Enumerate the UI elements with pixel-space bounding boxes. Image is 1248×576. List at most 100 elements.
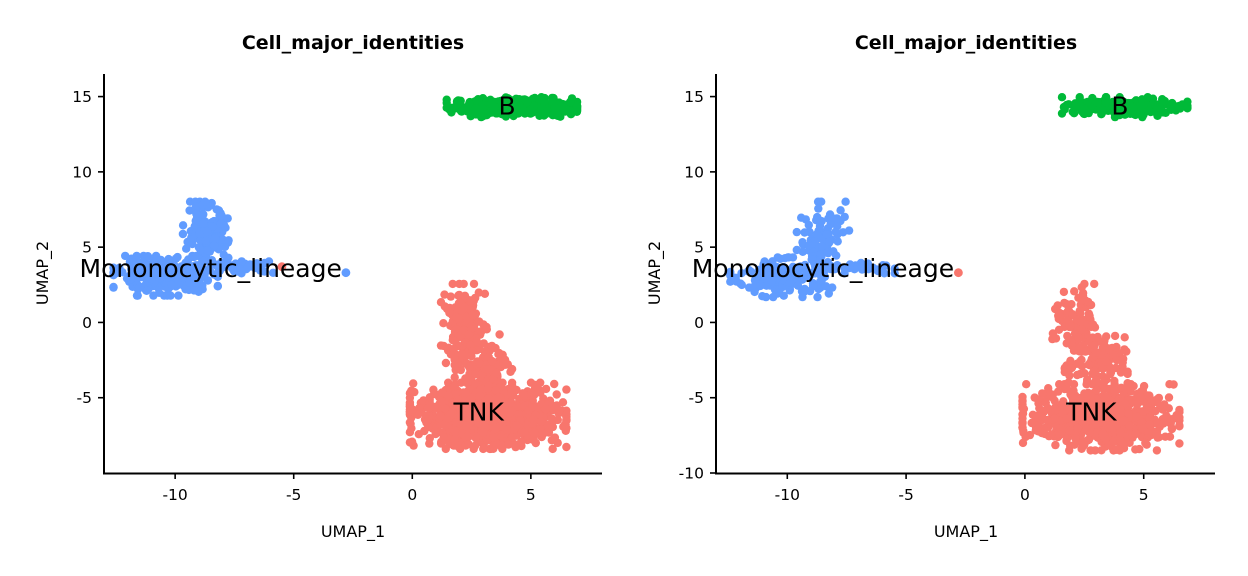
data-point <box>508 433 517 442</box>
data-point <box>1064 378 1073 387</box>
data-point <box>548 111 557 120</box>
data-point <box>1175 422 1184 431</box>
data-point <box>147 274 156 284</box>
data-point <box>566 97 575 107</box>
data-point <box>1098 106 1107 115</box>
data-point <box>1059 102 1069 112</box>
data-point <box>182 244 191 253</box>
data-point <box>1085 311 1094 320</box>
data-point <box>188 239 197 249</box>
data-point <box>562 385 571 394</box>
data-point <box>1101 357 1111 366</box>
data-point <box>814 204 823 213</box>
data-point <box>1183 101 1192 111</box>
data-point <box>737 269 746 278</box>
data-point <box>808 255 817 264</box>
data-point <box>1059 287 1069 297</box>
data-point <box>109 268 118 277</box>
data-point <box>466 410 476 419</box>
data-point <box>243 263 252 272</box>
data-point <box>439 319 448 328</box>
data-point <box>1037 406 1047 415</box>
data-point <box>504 440 513 449</box>
data-point <box>445 308 454 318</box>
data-point <box>1018 438 1028 448</box>
data-point <box>1077 362 1087 371</box>
data-point <box>1098 429 1108 439</box>
data-point <box>1124 409 1133 418</box>
data-point <box>552 390 561 399</box>
data-point <box>198 210 207 219</box>
data-point <box>1077 355 1086 365</box>
data-point <box>480 289 490 298</box>
cluster-label: TNK <box>1065 397 1117 426</box>
x-tick-label: -10 <box>775 486 800 504</box>
data-point <box>1071 391 1080 400</box>
data-point <box>537 417 546 427</box>
data-point <box>1110 386 1119 395</box>
data-point <box>491 424 500 434</box>
data-point <box>827 213 836 222</box>
data-point <box>798 292 807 302</box>
data-point <box>200 197 210 206</box>
data-point <box>1131 429 1140 438</box>
data-point <box>436 298 446 307</box>
data-point <box>430 402 439 412</box>
data-point <box>844 226 854 235</box>
data-point <box>420 426 429 436</box>
data-point <box>191 270 200 279</box>
data-point <box>793 281 803 290</box>
data-point <box>1125 421 1134 431</box>
data-point <box>539 97 549 106</box>
data-point <box>804 220 813 230</box>
data-point <box>448 335 457 345</box>
data-point <box>750 276 760 285</box>
data-point <box>441 444 450 454</box>
data-point <box>823 248 832 257</box>
data-point <box>548 422 557 432</box>
data-point <box>1080 279 1089 289</box>
data-point <box>514 107 523 117</box>
data-point <box>444 391 453 401</box>
data-point <box>516 437 526 447</box>
y-tick-label: -10 <box>679 465 704 483</box>
data-point <box>1099 377 1109 386</box>
outlier-point <box>341 268 351 278</box>
data-point <box>452 398 462 407</box>
data-point <box>756 281 765 291</box>
data-point <box>446 292 455 301</box>
data-point <box>541 107 550 117</box>
series-b <box>442 93 582 122</box>
data-point <box>1055 380 1064 389</box>
data-point <box>536 378 545 387</box>
data-point <box>464 330 474 339</box>
data-point <box>202 227 212 236</box>
data-point <box>478 103 487 113</box>
data-point <box>1063 331 1072 341</box>
data-point <box>1076 317 1086 326</box>
data-point <box>552 401 561 410</box>
data-point <box>184 270 193 279</box>
data-point <box>541 404 551 414</box>
data-point <box>1051 334 1061 343</box>
plot-title: Cell_major_identities <box>855 32 1077 54</box>
data-point <box>200 270 209 279</box>
data-point <box>475 391 484 401</box>
x-tick-label: 5 <box>526 486 536 504</box>
data-point <box>109 282 118 292</box>
data-point <box>507 364 517 374</box>
data-point <box>174 291 183 300</box>
data-point <box>224 236 233 245</box>
data-point <box>217 211 226 220</box>
data-point <box>482 365 492 374</box>
y-tick-label: 10 <box>72 163 92 181</box>
data-point <box>440 290 449 299</box>
data-point <box>197 246 206 255</box>
plot-title: Cell_major_identities <box>242 32 464 54</box>
data-point <box>1109 350 1118 359</box>
data-point <box>512 421 521 430</box>
data-point <box>1092 385 1101 395</box>
data-point <box>805 241 814 250</box>
data-point <box>1046 431 1055 440</box>
data-point <box>1108 102 1117 112</box>
